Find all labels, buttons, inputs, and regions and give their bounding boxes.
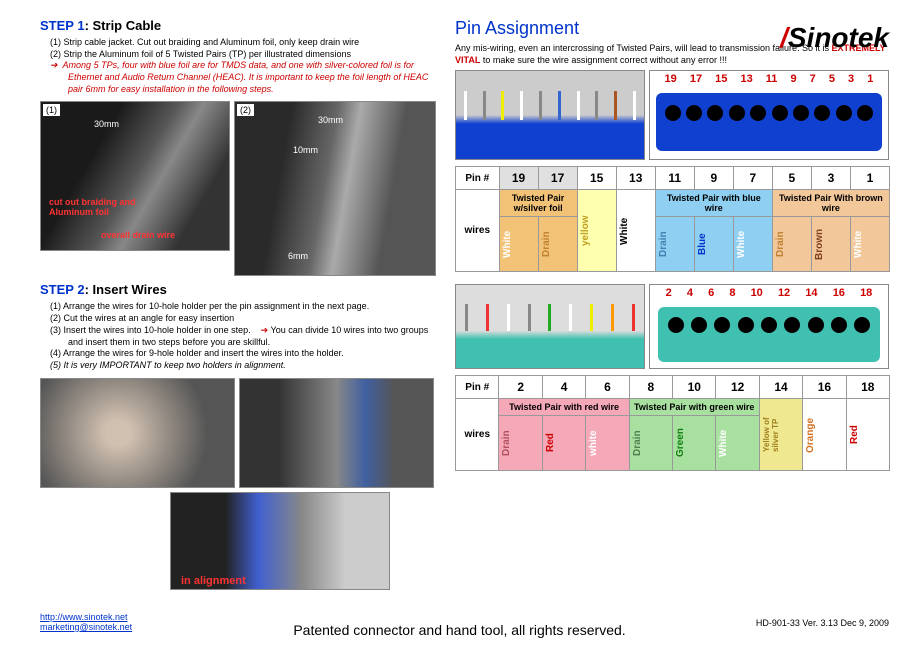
- connector-photo-1: [455, 70, 645, 160]
- dimension-label: 6mm: [285, 250, 311, 262]
- connector-photo-2: [455, 284, 645, 369]
- step2-image-3: in alignment: [170, 492, 390, 590]
- logo: /Sinotek: [780, 22, 889, 54]
- annotation-red: overall drain wire: [101, 230, 175, 240]
- step1-list: (1) Strip cable jacket. Cut out braiding…: [40, 37, 440, 95]
- annotation-red: cut out braiding and Aluminum foil: [49, 197, 159, 217]
- pin-table-1: Pin #191715131197531wiresTwisted Pair w/…: [455, 166, 890, 272]
- connector-shape: [658, 307, 880, 362]
- connector-diagram-2: 24681012141618: [649, 284, 889, 369]
- step2-item: (5) It is very IMPORTANT to keep two hol…: [50, 360, 440, 372]
- connector-shape: [656, 93, 882, 151]
- footer-links: http://www.sinotek.net marketing@sinotek…: [40, 612, 132, 632]
- right-column: Pin Assignment Any mis-wiring, even an i…: [455, 18, 890, 590]
- footer: http://www.sinotek.net marketing@sinotek…: [0, 622, 919, 638]
- pin-numbers: 24681012141618: [650, 287, 888, 299]
- step2-image-1: [40, 378, 235, 488]
- step2-item: (2) Cut the wires at an angle for easy i…: [50, 313, 440, 325]
- step2-item: (4) Arrange the wires for 9-hole holder …: [50, 348, 440, 360]
- pin-numbers: 191715131197531: [650, 73, 888, 85]
- step2-image-2: [239, 378, 434, 488]
- step1-item: (2) Strip the Aluminum foil of 5 Twisted…: [50, 49, 440, 61]
- footer-text: Patented connector and hand tool, all ri…: [293, 622, 625, 638]
- step1-image-2: (2) 30mm 10mm 6mm: [234, 101, 436, 276]
- annotation-red: in alignment: [181, 575, 246, 587]
- dimension-label: 30mm: [91, 118, 122, 130]
- step2-item: (3) Insert the wires into 10-hole holder…: [50, 325, 440, 348]
- step2-list: (1) Arrange the wires for 10-hole holder…: [40, 301, 440, 371]
- step1-item: (1) Strip cable jacket. Cut out braiding…: [50, 37, 440, 49]
- connector-diagram-1: 191715131197531: [649, 70, 889, 160]
- website-link[interactable]: http://www.sinotek.net: [40, 612, 132, 622]
- step1-arrow-note: ➔ Among 5 TPs, four with blue foil are f…: [50, 60, 440, 95]
- dimension-label: 30mm: [315, 114, 346, 126]
- step1-image-1: (1) 30mm cut out braiding and Aluminum f…: [40, 101, 230, 251]
- dimension-label: 10mm: [290, 144, 321, 156]
- left-column: STEP 1: Strip Cable (1) Strip cable jack…: [40, 18, 440, 590]
- img-number: (2): [237, 104, 254, 116]
- email-link[interactable]: marketing@sinotek.net: [40, 622, 132, 632]
- pin-table-2: Pin #24681012141618wiresTwisted Pair wit…: [455, 375, 890, 471]
- img-number: (1): [43, 104, 60, 116]
- step2-item: (1) Arrange the wires for 10-hole holder…: [50, 301, 440, 313]
- footer-meta: HD-901-33 Ver. 3.13 Dec 9, 2009: [756, 618, 889, 628]
- step2-title: STEP 2: Insert Wires: [40, 282, 440, 297]
- step1-title: STEP 1: Strip Cable: [40, 18, 440, 33]
